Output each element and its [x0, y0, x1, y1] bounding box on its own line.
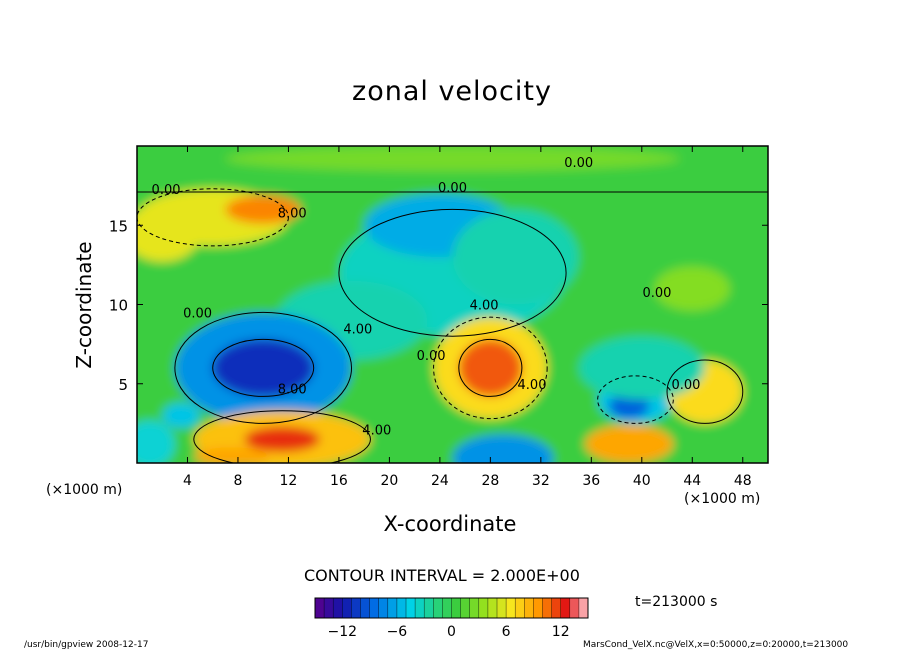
footer-program-date: /usr/bin/gpview 2008-12-17 [24, 640, 149, 650]
colorbar-cell [551, 598, 562, 618]
x-tick-label: 24 [431, 473, 449, 489]
colorbar-tick-label: −12 [328, 624, 358, 640]
colorbar-cell [360, 598, 371, 618]
colorbar-frame [314, 597, 589, 619]
contour-label: 4.00 [518, 378, 547, 393]
x-tick-label: 40 [633, 473, 651, 489]
colorbar-cell [396, 598, 407, 618]
colorbar-cell [451, 598, 462, 618]
x-unit-label-right: (×1000 m) [684, 491, 761, 507]
colorbar-cell [324, 598, 334, 618]
colorbar-cell [460, 598, 471, 618]
x-tick-label: 48 [734, 473, 752, 489]
contour-label: 8.00 [278, 383, 307, 398]
contour-label: 0.00 [642, 286, 671, 301]
colorbar-cell [342, 598, 352, 618]
colorbar-tick-label: 12 [552, 624, 570, 640]
colorbar-cell [406, 598, 416, 618]
x-tick-label: 8 [233, 473, 242, 489]
colorbar: −12 −6 0 6 12 [314, 597, 589, 640]
velocity-field [137, 146, 768, 463]
contour-label: 8.00 [278, 207, 307, 222]
colorbar-cell [506, 598, 516, 618]
colorbar-cell [369, 598, 380, 618]
contour-labels: 0.00 0.00 0.00 8.00 0.00 0.00 4.00 4.00 4.00 0.00… [152, 156, 701, 439]
colorbar-cell [569, 598, 580, 618]
colorbar-cell [497, 598, 507, 618]
colorbar-cell [524, 598, 534, 618]
colorbar-cell [578, 598, 589, 618]
colorbar-cell [542, 598, 553, 618]
x-tick-label: 16 [330, 473, 348, 489]
contour-label: 0.00 [438, 181, 467, 196]
x-tick-label: 28 [481, 473, 499, 489]
colorbar-cell [442, 598, 452, 618]
x-tick-label: 44 [683, 473, 701, 489]
colorbar-cell [333, 598, 343, 618]
colorbar-cell [469, 598, 480, 618]
colorbar-cell [433, 598, 443, 618]
x-axis-label: X-coordinate [383, 512, 517, 536]
colorbar-cell [424, 598, 434, 618]
contour-label: 0.00 [564, 156, 593, 171]
colorbar-cell [378, 598, 389, 618]
colorbar-cell [351, 598, 361, 618]
contour-label: 0.00 [183, 306, 212, 321]
colorbar-cell [515, 598, 525, 618]
colorbar-tick-label: 6 [502, 624, 511, 640]
contour-label: 0.00 [417, 349, 446, 364]
x-tick-label: 12 [280, 473, 298, 489]
contour-label: 4.00 [362, 424, 391, 439]
x-tick-label: 4 [183, 473, 192, 489]
colorbar-cell [533, 598, 543, 618]
colorbar-tick-label: −6 [387, 624, 408, 640]
colorbar-cell [560, 598, 571, 618]
contour-label: 4.00 [470, 299, 499, 314]
colorbar-cell [478, 598, 489, 618]
x-tick-label: 32 [532, 473, 550, 489]
contour-label: 0.00 [671, 378, 700, 393]
footer-source: MarsCond_VelX.nc@VelX,x=0:50000,z=0:2000… [583, 640, 849, 650]
colorbar-tick-label: 0 [447, 624, 456, 640]
colorbar-cell [315, 598, 325, 618]
y-tick-label: 15 [109, 217, 128, 235]
time-label: t=213000 s [635, 594, 718, 610]
x-tick-label: 36 [582, 473, 600, 489]
x-tick-label: 20 [380, 473, 398, 489]
colorbar-cell [387, 598, 398, 618]
y-tick-label: 5 [118, 376, 128, 394]
contour-label: 0.00 [152, 183, 181, 198]
contour-label: 4.00 [343, 322, 372, 337]
y-tick-label: 10 [109, 297, 128, 315]
chart-title: zonal velocity [352, 76, 552, 107]
colorbar-cell [415, 598, 425, 618]
contour-interval-text: CONTOUR INTERVAL = 2.000E+00 [304, 566, 580, 585]
colorbar-cell [487, 598, 498, 618]
x-unit-label-left: (×1000 m) [46, 482, 123, 498]
